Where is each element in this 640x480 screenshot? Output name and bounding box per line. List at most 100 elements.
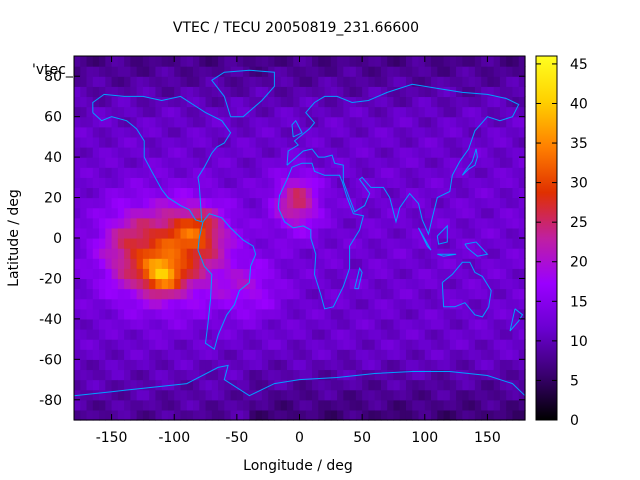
heatmap-cell [174,258,182,269]
heatmap-cell [86,359,94,371]
heatmap-cell [456,147,463,158]
heatmap-cell [199,197,207,209]
heatmap-cell [337,167,344,178]
heatmap-cell [286,197,294,209]
heatmap-cell [368,379,376,391]
heatmap-cell [468,409,476,421]
heatmap-cell [318,409,326,421]
heatmap-cell [199,126,207,138]
heatmap-cell [205,379,213,391]
heatmap-cell [111,238,119,249]
heatmap-cell [374,147,382,158]
heatmap-cell [99,278,106,290]
heatmap-cell [117,298,125,310]
heatmap-cell [74,147,81,158]
heatmap-cell [474,278,482,290]
heatmap-cell [205,86,213,98]
heatmap-cell [399,187,407,199]
heatmap-cell [74,278,81,290]
heatmap-cell [161,86,169,98]
heatmap-cell [268,318,276,330]
heatmap-cell [268,187,276,199]
heatmap-cell [493,318,501,330]
heatmap-cell [431,56,438,67]
heatmap-cell [393,207,401,219]
heatmap-cell [243,56,250,67]
heatmap-cell [431,399,438,411]
heatmap-cell [167,339,175,350]
heatmap-cell [124,106,131,118]
heatmap-cell [255,258,263,269]
heatmap-cell [424,106,432,118]
heatmap-cell [393,76,401,87]
heatmap-cell [149,329,157,340]
heatmap-cell [374,359,382,371]
heatmap-cell [142,248,150,259]
heatmap-cell [249,217,257,229]
heatmap-cell [468,258,476,269]
heatmap-cell [80,248,88,259]
heatmap-cell [255,217,263,229]
heatmap-cell [493,409,501,421]
heatmap-cell [149,106,157,118]
heatmap-cell [337,298,344,310]
heatmap-cell [161,187,169,199]
heatmap-cell [506,389,514,401]
heatmap-cell [506,207,514,219]
heatmap-cell [230,167,238,178]
heatmap-cell [362,349,369,360]
heatmap-cell [374,167,382,178]
heatmap-cell [506,147,514,158]
heatmap-cell [412,298,420,310]
heatmap-cell [299,349,307,360]
heatmap-cell [374,187,382,199]
heatmap-cell [99,147,106,158]
heatmap-cell [261,379,269,391]
heatmap-cell [337,238,344,249]
heatmap-cell [393,369,401,381]
heatmap-cell [174,399,182,411]
heatmap-cell [193,349,200,360]
heatmap-cell [518,278,526,290]
heatmap-cell [99,399,106,411]
heatmap-cell [512,86,520,98]
heatmap-cell [218,56,225,67]
heatmap-cell [124,308,131,320]
heatmap-cell [481,177,489,189]
heatmap-cell [405,106,413,118]
heatmap-cell [155,379,163,391]
heatmap-cell [312,349,319,360]
heatmap-cell [268,349,276,360]
heatmap-cell [149,379,157,391]
heatmap-cell [86,96,94,108]
heatmap-cell [211,66,219,77]
heatmap-cell [193,86,200,98]
heatmap-cell [349,329,357,340]
heatmap-cell [405,76,413,87]
heatmap-cell [324,136,332,148]
heatmap-cell [136,339,144,350]
heatmap-cell [337,217,344,229]
heatmap-cell [499,167,507,178]
heatmap-cell [487,136,495,148]
heatmap-cell [130,157,138,168]
heatmap-cell [161,96,169,108]
heatmap-cell [236,147,244,158]
heatmap-cell [493,66,501,77]
heatmap-cell [199,238,207,249]
heatmap-cell [136,288,144,300]
heatmap-cell [105,177,113,189]
heatmap-cell [193,318,200,330]
heatmap-cell [261,339,269,350]
heatmap-cell [330,96,338,108]
heatmap-cell [374,329,382,340]
heatmap-cell [412,116,420,128]
heatmap-cell [74,399,81,411]
heatmap-cell [236,217,244,229]
heatmap-cell [374,207,382,219]
heatmap-cell [111,329,119,340]
heatmap-cell [280,147,288,158]
heatmap-cell [80,288,88,300]
heatmap-cell [205,339,213,350]
heatmap-cell [318,298,326,310]
